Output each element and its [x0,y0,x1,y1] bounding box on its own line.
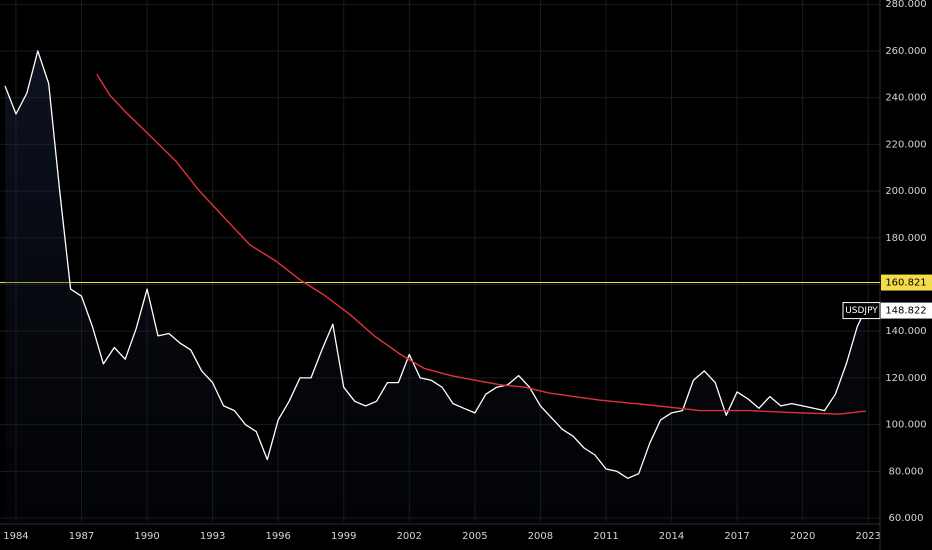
x-tick-label: 1990 [134,531,159,542]
area [5,50,865,523]
x-tick-label: 1999 [331,531,356,542]
x-tick-label: 2005 [462,531,487,542]
y-tick-label: 100.000 [885,420,926,431]
y-tick-label: 80.000 [889,466,924,477]
last-value-label: 148.822 [885,306,926,317]
line [96,73,867,415]
x-tick-label: 2008 [528,531,553,542]
x-tick-label: 1987 [69,531,94,542]
line [4,50,866,479]
y-tick-label: 280.000 [885,0,926,10]
x-tick-label: 1996 [265,531,290,542]
y-tick-label: 120.000 [885,373,926,384]
y-tick-label: 240.000 [885,93,926,104]
x-tick-label: 1984 [3,531,28,542]
last-value-box [881,302,932,319]
y-tick-label: 260.000 [885,46,926,57]
y-tick-label: 220.000 [885,139,926,150]
y-tick-label: 180.000 [885,233,926,244]
y-tick-label: 200.000 [885,186,926,197]
y-tick-label: 60.000 [889,513,924,524]
x-tick-label: 2011 [593,531,618,542]
x-tick-label: 2002 [397,531,422,542]
price-level-box [881,274,932,291]
series-name-box [842,302,881,320]
x-tick-label: 1993 [200,531,225,542]
series-name: USDJPY [845,306,878,316]
x-tick-label: 2014 [659,531,684,542]
y-tick-label: 140.000 [885,326,926,337]
price-level-label: 160.821 [885,278,926,289]
x-tick-label: 2017 [724,531,749,542]
x-tick-label: 2023 [855,531,880,542]
x-tick-label: 2020 [790,531,815,542]
